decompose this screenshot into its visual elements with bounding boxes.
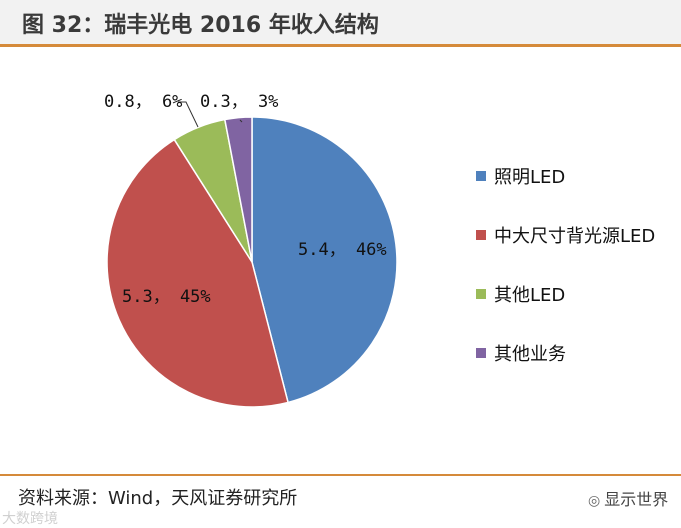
- pie-slice-3: [223, 116, 253, 263]
- legend-swatch-1: [476, 230, 486, 240]
- pie-slices: [106, 116, 398, 408]
- legend-swatch-0: [476, 171, 486, 181]
- source-note: 资料来源：Wind，天风证券研究所: [18, 488, 298, 509]
- wechat-icon: ◎: [588, 493, 601, 509]
- watermark-right-text: 显示世界: [604, 490, 669, 509]
- data-label-2: 0.8， 6%: [104, 92, 182, 112]
- data-label-0: 5.4， 46%: [298, 240, 387, 260]
- title-bar: 图 32：瑞丰光电 2016 年收入结构: [0, 0, 681, 44]
- legend-swatch-2: [476, 289, 486, 299]
- pie-chart: 5.4， 46% 5.3， 45% 0.8， 6% 0.3， 3% 照明LED 中大尺寸…: [104, 92, 655, 408]
- legend-label-2: 其他LED: [494, 285, 565, 306]
- legend: 照明LED 中大尺寸背光源LED 其他LED 其他业务: [476, 167, 655, 365]
- legend-label-3: 其他业务: [494, 344, 566, 365]
- legend-label-1: 中大尺寸背光源LED: [494, 226, 655, 247]
- watermark-right: ◎ 显示世界: [588, 486, 668, 510]
- pie-slice-0: [251, 116, 398, 404]
- data-labels: 5.4， 46% 5.3， 45% 0.8， 6% 0.3， 3%: [104, 92, 387, 307]
- data-label-1: 5.3， 45%: [122, 287, 211, 307]
- legend-label-0: 照明LED: [494, 167, 565, 188]
- watermark-left: 大数跨境: [2, 511, 58, 527]
- top-divider: [0, 44, 681, 47]
- page-title: 图 32：瑞丰光电 2016 年收入结构: [22, 13, 379, 38]
- leader-lines: [178, 101, 243, 128]
- leader-line-2: [178, 101, 199, 128]
- bottom-divider: [0, 474, 681, 476]
- legend-swatch-3: [476, 348, 486, 358]
- leader-line-3: [239, 119, 243, 123]
- data-label-3: 0.3， 3%: [200, 92, 278, 112]
- pie-slice-1: [106, 138, 289, 408]
